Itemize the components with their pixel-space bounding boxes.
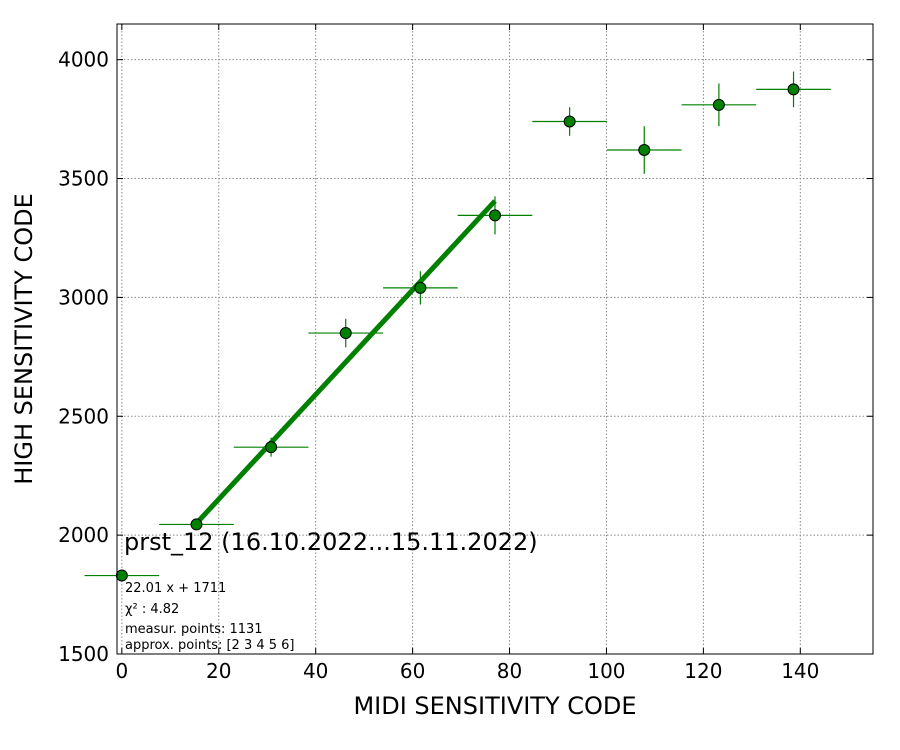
- x-tick-label: 40: [303, 659, 328, 683]
- data-point-group: [606, 126, 682, 174]
- data-points: [84, 71, 831, 582]
- data-point: [563, 115, 576, 128]
- data-point: [712, 98, 725, 111]
- grid: [117, 24, 873, 655]
- data-point-group: [84, 569, 160, 582]
- plot-frame: [116, 23, 874, 655]
- data-point: [339, 327, 352, 340]
- data-point-group: [233, 437, 309, 457]
- data-point: [190, 518, 203, 531]
- x-tick-label: 60: [400, 659, 425, 683]
- y-axis-label: HIGH SENSITIVITY CODE: [10, 193, 38, 485]
- y-tick-label: 2500: [58, 404, 109, 428]
- data-point: [414, 281, 427, 294]
- data-point-group: [383, 271, 458, 305]
- data-point: [489, 209, 501, 222]
- y-tick-label: 1500: [58, 642, 109, 666]
- x-tick-label: 100: [587, 659, 625, 683]
- annotation-approx-points: approx. points: [2 3 4 5 6]: [125, 638, 295, 653]
- x-tick-label: 140: [781, 659, 819, 683]
- data-point: [638, 144, 651, 156]
- y-tick-label: 3000: [58, 285, 109, 309]
- ticks: [117, 24, 873, 655]
- annotation-measur-points: measur. points: 1131: [125, 622, 263, 637]
- fit-line-layer: [194, 199, 497, 525]
- annotation-title: prst_12 (16.10.2022...15.11.2022): [124, 528, 538, 556]
- tick-labels: 0 20 40 60 80 100 120 140 1500 2000 2500 3000 3500 40…: [58, 48, 819, 683]
- fit-line: [194, 199, 497, 525]
- y-tick-label: 3500: [58, 167, 109, 191]
- x-axis-label: MIDI SENSITIVITY CODE: [353, 692, 636, 720]
- annotation-chi2: χ² : 4.82: [125, 602, 179, 617]
- data-point-group: [457, 196, 533, 235]
- data-point: [787, 83, 800, 96]
- x-tick-label: 20: [206, 659, 231, 683]
- x-tick-label: 80: [497, 659, 522, 683]
- annotation-equation: 22.01 x + 1711: [125, 581, 226, 596]
- data-point-group: [756, 71, 831, 108]
- data-point-group: [532, 107, 607, 136]
- y-tick-label: 4000: [58, 48, 109, 72]
- data-point: [115, 569, 128, 582]
- data-point-group: [681, 83, 757, 127]
- data-point-group: [159, 518, 234, 531]
- y-tick-label: 2000: [58, 523, 109, 547]
- data-point: [265, 441, 278, 454]
- x-tick-label: 0: [115, 659, 128, 683]
- data-point-group: [308, 318, 384, 348]
- x-tick-label: 120: [684, 659, 722, 683]
